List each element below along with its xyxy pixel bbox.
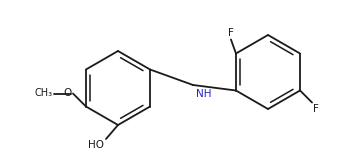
Text: NH: NH (196, 89, 211, 99)
Text: HO: HO (88, 140, 104, 150)
Text: CH₃: CH₃ (35, 89, 53, 98)
Text: O: O (64, 89, 72, 98)
Text: F: F (313, 103, 319, 114)
Text: F: F (228, 29, 234, 38)
